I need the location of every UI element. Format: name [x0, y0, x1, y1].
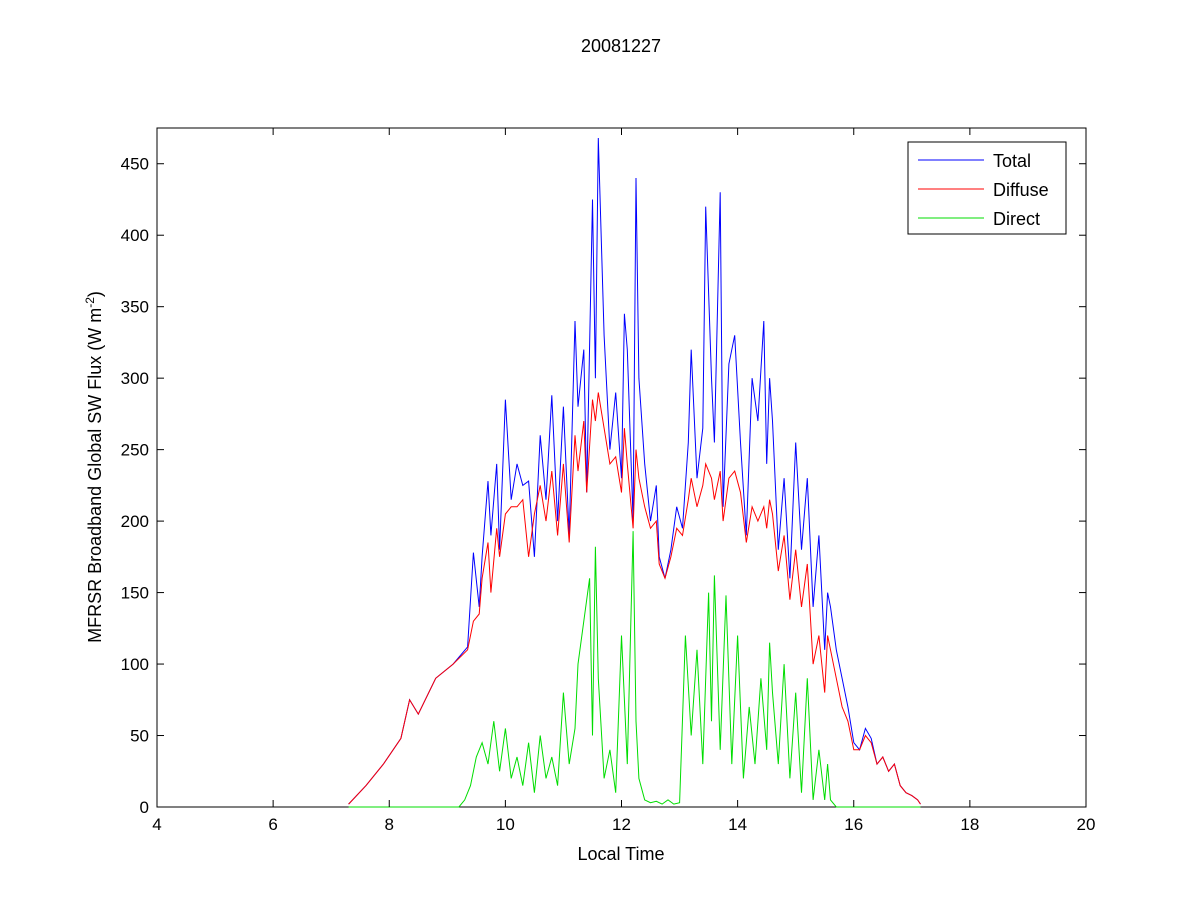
series-line-total	[348, 137, 921, 805]
y-tick-label: 300	[121, 369, 149, 388]
y-tick-label: 0	[140, 798, 149, 817]
x-tick-label: 18	[960, 815, 979, 834]
y-tick-label: 250	[121, 441, 149, 460]
x-tick-label: 16	[844, 815, 863, 834]
x-tick-label: 14	[728, 815, 747, 834]
x-tick-label: 12	[612, 815, 631, 834]
legend-box	[907, 141, 1067, 235]
x-tick-label: 4	[152, 815, 161, 834]
y-tick-label: 200	[121, 512, 149, 531]
x-tick-label: 10	[496, 815, 515, 834]
y-axis-label-sup: -2	[83, 297, 97, 308]
y-tick-label: 150	[121, 584, 149, 603]
series-layer	[348, 137, 921, 808]
y-axis-label-main: MFRSR Broadband Global SW Flux (W m	[85, 308, 105, 643]
legend-direct-label: Direct	[993, 209, 1040, 229]
ticks-layer: 4 6 8 10 12 14 16 18 200501001502002503003504004…	[121, 128, 1096, 834]
y-axis-label-end: )	[85, 291, 105, 297]
y-tick-label: 350	[121, 298, 149, 317]
legend-total-label: Total	[993, 151, 1031, 171]
y-tick-label: 100	[121, 655, 149, 674]
x-axis-label: Local Time	[577, 844, 664, 864]
series-line-diffuse	[348, 392, 921, 805]
series-line-direct	[348, 531, 921, 808]
legend: Total Diffuse Direct	[907, 141, 1067, 235]
x-tick-label: 20	[1077, 815, 1096, 834]
x-tick-label: 6	[268, 815, 277, 834]
y-tick-label: 50	[130, 727, 149, 746]
y-tick-label: 400	[121, 226, 149, 245]
y-tick-label: 450	[121, 155, 149, 174]
chart-title: 20081227	[581, 36, 661, 56]
x-tick-label: 8	[385, 815, 394, 834]
y-axis-label: MFRSR Broadband Global SW Flux (W m-2)	[83, 291, 105, 643]
legend-diffuse-label: Diffuse	[993, 180, 1049, 200]
